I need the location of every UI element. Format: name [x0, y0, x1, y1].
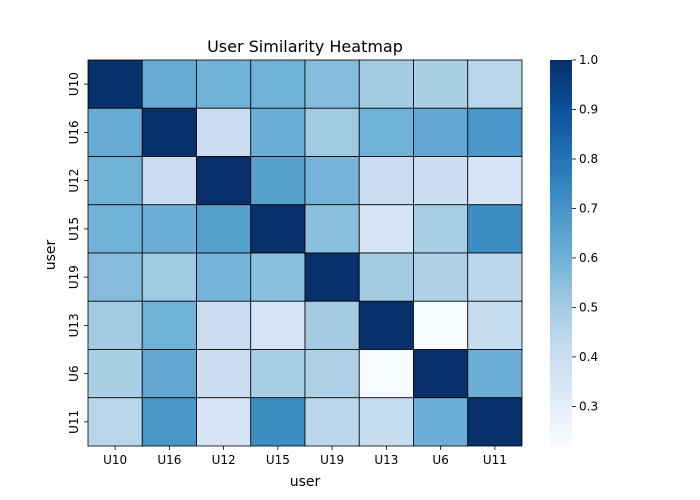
heatmap-cell	[358, 300, 414, 350]
heatmap-cell	[141, 252, 197, 302]
x-axis-label: user	[290, 474, 321, 490]
heatmap-cell	[467, 252, 523, 302]
x-tick-label: U19	[320, 453, 344, 467]
heatmap-cell	[141, 349, 197, 399]
heatmap-cell	[358, 156, 414, 206]
heatmap-cell	[413, 397, 469, 447]
heatmap-cell	[87, 156, 143, 206]
heatmap-cell	[413, 349, 469, 399]
x-tick-labels: U10 U16 U12 U15 U19 U13 U6 U11	[103, 446, 507, 467]
heatmap-cell	[467, 204, 523, 254]
heatmap-cell	[87, 252, 143, 302]
heatmap-cell	[87, 107, 143, 157]
colorbar: 0.3 0.4 0.5 0.6 0.7 0.8 0.9 1.0	[550, 53, 598, 446]
heatmap-cell	[141, 59, 197, 109]
colorbar-tick-label: 0.4	[579, 350, 598, 364]
x-tick-label: U16	[157, 453, 181, 467]
heatmap-cell	[87, 300, 143, 350]
heatmap-cell	[304, 204, 360, 254]
y-tick-label: U12	[67, 169, 81, 193]
heatmap-cell	[413, 107, 469, 157]
y-tick-label: U13	[67, 313, 81, 337]
y-tick-label: U11	[67, 410, 81, 434]
heatmap-cell	[196, 300, 252, 350]
colorbar-tick-label: 0.9	[579, 102, 598, 116]
colorbar-tick-label: 0.3	[579, 399, 598, 413]
heatmap-cell	[358, 349, 414, 399]
heatmap-cell	[250, 59, 306, 109]
heatmap-cell	[358, 107, 414, 157]
heatmap-cell	[304, 349, 360, 399]
y-axis-label: user	[43, 239, 59, 270]
heatmap-cell	[141, 204, 197, 254]
heatmap-cell	[196, 107, 252, 157]
heatmap-cell	[467, 397, 523, 447]
x-tick-label: U15	[266, 453, 290, 467]
heatmap-cell	[87, 59, 143, 109]
colorbar-tick-label: 0.8	[579, 152, 598, 166]
x-tick-label: U10	[103, 453, 127, 467]
heatmap-cell	[196, 204, 252, 254]
colorbar-tick-label: 0.7	[579, 201, 598, 215]
heatmap-cell	[413, 252, 469, 302]
heatmap-cell	[196, 397, 252, 447]
heatmap-cell	[250, 300, 306, 350]
y-tick-label: U19	[67, 265, 81, 289]
colorbar-tick-label: 0.5	[579, 300, 598, 314]
heatmap-cell	[141, 397, 197, 447]
heatmap-cell	[250, 252, 306, 302]
heatmap-cell	[358, 252, 414, 302]
x-tick-label: U6	[432, 453, 448, 467]
heatmap-cell	[413, 204, 469, 254]
heatmap-cell	[358, 59, 414, 109]
heatmap-cell	[413, 300, 469, 350]
heatmap-cells	[87, 59, 523, 447]
heatmap-cell	[196, 349, 252, 399]
heatmap-cell	[413, 59, 469, 109]
heatmap-cell	[250, 107, 306, 157]
heatmap-cell	[304, 300, 360, 350]
heatmap-cell	[467, 300, 523, 350]
heatmap-cell	[87, 204, 143, 254]
heatmap-cell	[467, 349, 523, 399]
heatmap-cell	[358, 397, 414, 447]
colorbar-tick-label: 0.6	[579, 251, 598, 265]
heatmap-cell	[304, 59, 360, 109]
y-tick-labels: U10 U16 U12 U15 U19 U13 U6 U11	[67, 72, 88, 434]
heatmap-cell	[141, 107, 197, 157]
heatmap-cell	[250, 349, 306, 399]
heatmap-cell	[196, 156, 252, 206]
x-tick-label: U13	[374, 453, 398, 467]
heatmap-cell	[250, 156, 306, 206]
heatmap-cell	[87, 349, 143, 399]
x-tick-label: U11	[483, 453, 507, 467]
heatmap-cell	[250, 204, 306, 254]
heatmap-cell	[304, 397, 360, 447]
y-tick-label: U6	[67, 365, 81, 381]
heatmap-cell	[304, 107, 360, 157]
heatmap-cell	[467, 59, 523, 109]
colorbar-tick-label: 1.0	[579, 53, 598, 67]
heatmap-cell	[413, 156, 469, 206]
y-tick-label: U16	[67, 120, 81, 144]
heatmap-cell	[196, 252, 252, 302]
x-tick-label: U12	[212, 453, 236, 467]
heatmap-cell	[141, 156, 197, 206]
heatmap-cell	[87, 397, 143, 447]
heatmap-cell	[250, 397, 306, 447]
heatmap-cell	[467, 107, 523, 157]
y-tick-label: U15	[67, 217, 81, 241]
y-tick-label: U10	[67, 72, 81, 96]
heatmap-cell	[196, 59, 252, 109]
colorbar-gradient	[550, 60, 572, 446]
heatmap-cell	[358, 204, 414, 254]
heatmap-cell	[304, 156, 360, 206]
chart-title: User Similarity Heatmap	[207, 37, 403, 56]
heatmap-cell	[467, 156, 523, 206]
heatmap-cell	[141, 300, 197, 350]
heatmap-cell	[304, 252, 360, 302]
